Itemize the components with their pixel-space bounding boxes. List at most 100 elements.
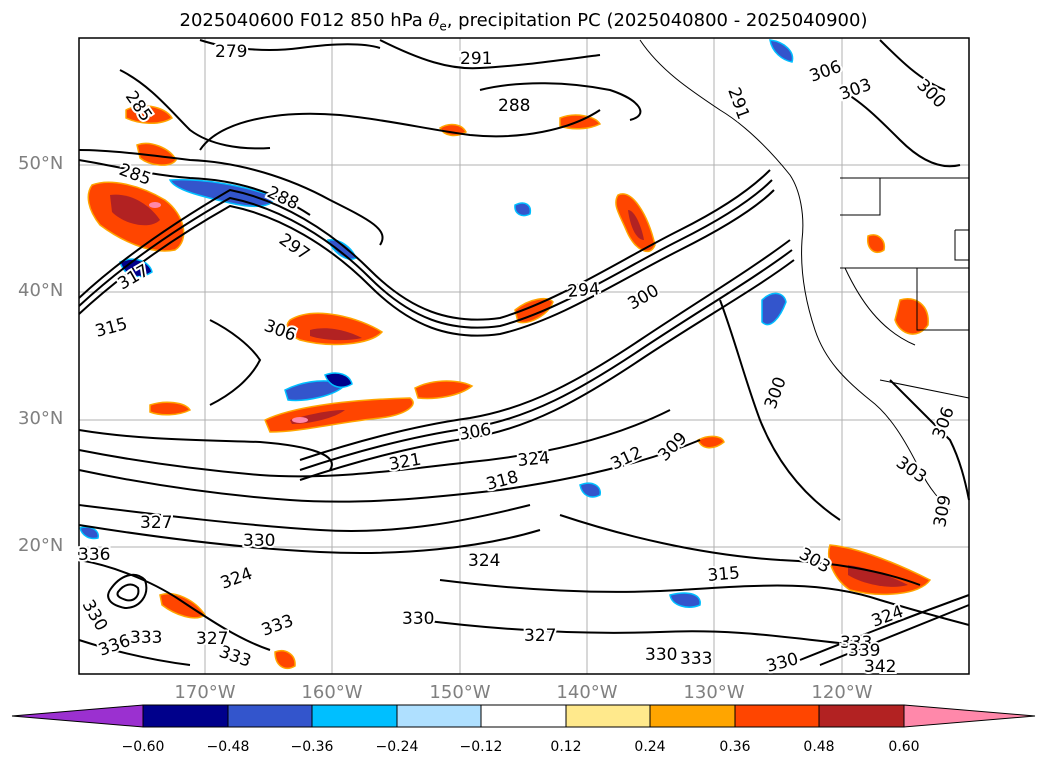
contour-label: 339 [848, 641, 880, 661]
precip-positive-area [274, 650, 296, 670]
contour-label: 330 [243, 531, 275, 551]
title-prefix: 2025040600 F012 850 hPa [179, 10, 429, 31]
contour-line [819, 604, 970, 666]
contour-label: 333 [130, 628, 162, 648]
colorbar-tick: −0.48 [206, 739, 250, 755]
precip-positive-core [110, 194, 160, 226]
contour-line [199, 109, 601, 151]
lat-label-20n: 20°N [18, 535, 64, 556]
contour-line [78, 149, 384, 246]
contour-label: 288 [498, 96, 530, 116]
contour-line [719, 299, 841, 521]
contour-line [119, 69, 271, 150]
contour-line [479, 82, 642, 121]
map-panel [79, 38, 969, 674]
lon-label-160w: 160°W [301, 682, 363, 703]
lat-label-50n: 50°N [18, 153, 64, 174]
contour-label: 342 [864, 657, 896, 677]
contour-line [889, 379, 970, 501]
contour-line [439, 579, 970, 626]
precip-positive-area [159, 593, 207, 619]
colorbar-tick: 0.48 [803, 739, 835, 755]
colorbar [11, 704, 1036, 728]
colorbar-tick: 0.60 [888, 739, 920, 755]
precip-negative-area [324, 372, 353, 388]
colorbar-segment [818, 704, 905, 728]
precip-positive-core [628, 210, 644, 240]
colorbar-segment [396, 704, 482, 728]
colorbar-segment [142, 704, 229, 728]
colorbar-segment [311, 704, 398, 728]
colorbar-extend-right [903, 704, 1036, 728]
precip-negative-area [579, 482, 601, 498]
theta-e-contours [78, 39, 970, 666]
precip-positive-area [136, 142, 177, 166]
colorbar-extend-left [11, 704, 144, 728]
contour-label: 333 [840, 633, 872, 653]
contour-line [379, 39, 601, 70]
contour-line [78, 439, 701, 503]
contour-line [559, 514, 921, 586]
contour-line [78, 504, 531, 532]
contour-line [78, 179, 773, 329]
contour-line [78, 429, 333, 471]
contour-line [299, 249, 793, 471]
precip-positive-area [414, 380, 474, 400]
theta-subscript: e [439, 19, 447, 34]
precip-positive-area [697, 435, 725, 449]
colorbar-tick: 0.24 [634, 739, 666, 755]
colorbar-tick: 0.12 [550, 739, 582, 755]
contour-label: 333 [680, 649, 712, 669]
precip-positive-area [125, 105, 174, 124]
lat-label-30n: 30°N [18, 408, 64, 429]
state-border [844, 267, 916, 346]
contour-line [419, 619, 861, 646]
contour-label: 330 [402, 609, 434, 629]
colorbar-tick: −0.60 [121, 739, 165, 755]
state-border [879, 379, 970, 399]
precip-pink-core [292, 417, 308, 423]
precip-positive-area [867, 234, 886, 254]
contour-label: 327 [524, 626, 556, 646]
contour-line [78, 409, 671, 478]
map-frame [78, 37, 970, 675]
contour-line [78, 524, 541, 554]
state-border [916, 268, 969, 331]
contour-label: 324 [468, 551, 500, 571]
precip-positive-core [310, 328, 362, 341]
theta-symbol: θ [428, 10, 440, 31]
colorbar-segment [734, 704, 820, 728]
lon-label-140w: 140°W [556, 682, 618, 703]
coastlines [639, 39, 970, 511]
colorbar-segment [649, 704, 736, 728]
lon-label-170w: 170°W [174, 682, 236, 703]
colorbar-tick: −0.24 [375, 739, 419, 755]
contour-line [839, 89, 961, 168]
precip-positive-area [149, 401, 192, 416]
precip-positive-area [264, 397, 414, 433]
precip-positive-core [848, 565, 908, 587]
chart-title: 2025040600 F012 850 hPa θe, precipitatio… [0, 10, 1047, 34]
contour-line [299, 239, 791, 461]
state-border [954, 229, 969, 261]
contour-label: 279 [215, 42, 247, 62]
contour-line [78, 189, 775, 337]
state-border [840, 178, 881, 216]
lon-label-120w: 120°W [811, 682, 873, 703]
lat-label-40n: 40°N [18, 280, 64, 301]
precip-negative-area [769, 39, 794, 63]
colorbar-segment [565, 704, 651, 728]
precip-pink-core [149, 202, 161, 208]
colorbar-tick: −0.12 [459, 739, 503, 755]
contour-label: 327 [196, 629, 228, 649]
precip-negative-area [761, 292, 787, 326]
contour-line [209, 319, 262, 406]
contour-line [107, 573, 148, 610]
precip-positive-area [828, 544, 932, 596]
precip-positive-area [894, 298, 929, 335]
colorbar-tick: 0.36 [719, 739, 751, 755]
precip-positive-area [514, 297, 554, 324]
contour-line [299, 259, 795, 481]
north-america-coast [639, 39, 951, 511]
colorbar-segment [480, 704, 567, 728]
